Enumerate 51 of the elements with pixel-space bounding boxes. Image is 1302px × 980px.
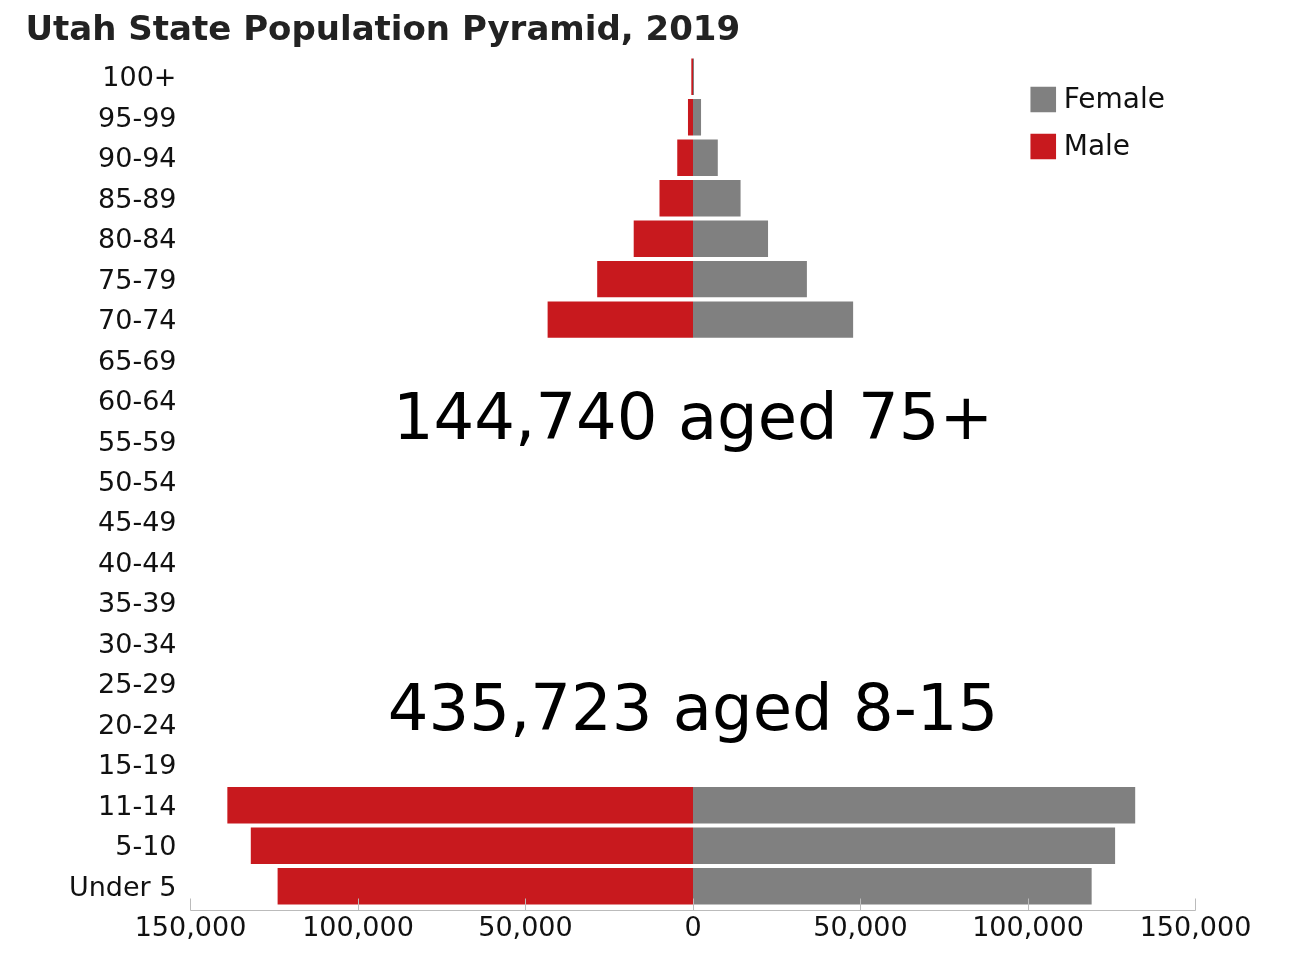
y-tick-label: 20-24 [98, 708, 177, 740]
x-tick-label: 100,000 [302, 910, 414, 942]
y-tick-label: Under 5 [69, 870, 177, 902]
bar [250, 827, 693, 864]
x-tick-label: 50,000 [813, 910, 908, 942]
y-tick-label: 45-49 [98, 506, 177, 538]
y-tick-label: 80-84 [98, 223, 177, 255]
bar [693, 868, 1092, 905]
x-tick-label: 150,000 [134, 910, 247, 942]
x-tick-label: 100,000 [972, 910, 1084, 942]
bar [547, 301, 693, 338]
y-tick-label: 70-74 [98, 304, 177, 336]
bar [659, 179, 693, 217]
y-tick-label: 35-39 [98, 587, 177, 619]
y-tick-label: 25-29 [98, 668, 177, 700]
bar [677, 139, 693, 176]
x-tick-label: 50,000 [478, 910, 573, 942]
y-tick-label: 100+ [102, 61, 177, 93]
bar [693, 139, 718, 176]
annotation: 435,723 aged 8-15 [387, 671, 999, 746]
y-tick-label: 85-89 [98, 182, 177, 214]
y-tick-label: 55-59 [98, 425, 177, 457]
bar [693, 827, 1116, 864]
bar [693, 99, 702, 136]
bar [277, 868, 693, 905]
bar [693, 260, 807, 298]
chart-title: Utah State Population Pyramid, 2019 [25, 7, 741, 48]
x-tick-label: 150,000 [1139, 910, 1252, 942]
legend-label: Male [1063, 129, 1131, 162]
bar [693, 787, 1136, 824]
bar [693, 179, 741, 217]
bar [633, 220, 693, 257]
y-tick-label: 15-19 [98, 749, 177, 781]
bar [693, 301, 854, 338]
bar [597, 260, 693, 298]
y-tick-label: 5-10 [115, 830, 177, 862]
annotation: 144,740 aged 75+ [392, 379, 994, 454]
bar [693, 220, 769, 257]
y-tick-label: 60-64 [98, 385, 177, 417]
bar [687, 99, 693, 136]
y-tick-label: 75-79 [98, 263, 177, 295]
y-tick-label: 40-44 [98, 546, 177, 578]
y-tick-label: 50-54 [98, 466, 177, 497]
x-tick-label: 0 [684, 910, 702, 942]
y-tick-label: 95-99 [98, 101, 177, 133]
y-tick-label: 90-94 [98, 142, 177, 174]
y-tick-label: 11-14 [98, 789, 177, 821]
y-tick-label: 65-69 [98, 344, 177, 376]
legend-label: Female [1063, 82, 1165, 115]
y-tick-label: 30-34 [98, 627, 177, 659]
bar [227, 787, 693, 824]
